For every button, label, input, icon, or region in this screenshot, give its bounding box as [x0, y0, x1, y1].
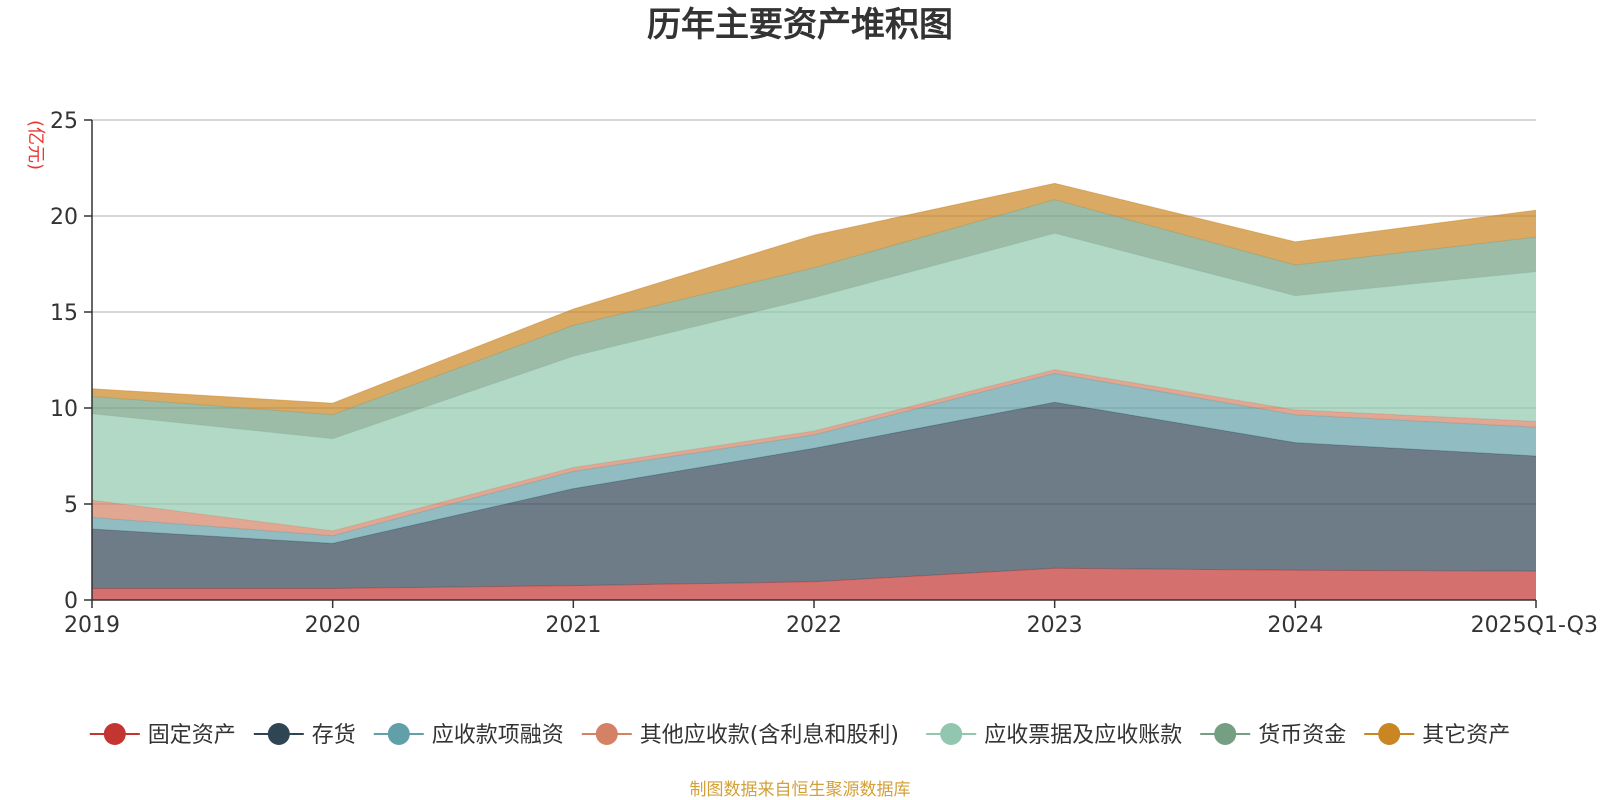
y-tick-label: 20	[50, 205, 78, 230]
source-note: 制图数据来自恒生聚源数据库	[690, 780, 911, 800]
legend-circle-icon	[267, 723, 290, 745]
chart-title: 历年主要资产堆积图	[647, 5, 953, 45]
legend-label: 应收款项融资	[432, 723, 564, 748]
axes: 0 5 10 15 20 25 2019 2020 2021 2022 2023 2024 2025Q1…	[50, 109, 1598, 638]
legend-item-6[interactable]: 货币资金	[1200, 723, 1346, 748]
x-tick-label: 2019	[64, 613, 120, 638]
legend-label: 其他应收款(含利息和股利)	[640, 723, 899, 748]
y-tick-label: 10	[50, 397, 78, 422]
x-tick-label: 2023	[1027, 613, 1083, 638]
legend-circle-icon	[595, 723, 618, 745]
area-2	[92, 402, 1536, 589]
legend-item-5[interactable]: 应收票据及应收账款	[926, 723, 1182, 748]
area-3	[92, 373, 1536, 544]
area-series	[91, 182, 1537, 600]
legend-circle-icon	[387, 723, 410, 745]
x-tick-label: 2025Q1-Q3	[1471, 613, 1598, 638]
legend-circle-icon	[1214, 723, 1237, 745]
legend-label: 货币资金	[1258, 723, 1346, 748]
legend: 固定资产 存货 应收款项融资 其他应收款(含利息和股利) 应收票据及应收账款 货币资金 其它…	[89, 723, 1510, 748]
y-tick-label: 15	[50, 301, 78, 326]
legend-item-4[interactable]: 其他应收款(含利息和股利)	[581, 723, 899, 748]
legend-label: 固定资产	[148, 723, 236, 748]
legend-circle-icon	[103, 723, 126, 745]
x-tick-label: 2022	[786, 613, 842, 638]
legend-label: 应收票据及应收账款	[984, 723, 1182, 748]
x-tick-label: 2021	[545, 613, 601, 638]
legend-item-3[interactable]: 应收款项融资	[373, 723, 564, 748]
area-6	[92, 199, 1536, 439]
y-tick-label: 25	[50, 109, 78, 134]
area-edge-7	[91, 182, 1537, 404]
y-tick-label: 0	[64, 589, 78, 614]
legend-item-1[interactable]: 固定资产	[89, 723, 236, 748]
legend-circle-icon	[1378, 723, 1401, 745]
legend-label: 存货	[312, 723, 356, 748]
legend-circle-icon	[940, 723, 963, 745]
area-1	[92, 568, 1536, 600]
legend-item-2[interactable]: 存货	[253, 723, 356, 748]
x-tick-label: 2020	[305, 613, 361, 638]
area-5	[92, 233, 1536, 531]
x-tick-label: 2024	[1267, 613, 1323, 638]
y-tick-label: 5	[64, 493, 78, 518]
legend-label: 其它资产	[1422, 723, 1510, 748]
y-axis-unit-label: (亿元)	[25, 120, 46, 170]
legend-item-7[interactable]: 其它资产	[1364, 723, 1510, 748]
area-7	[92, 183, 1536, 415]
